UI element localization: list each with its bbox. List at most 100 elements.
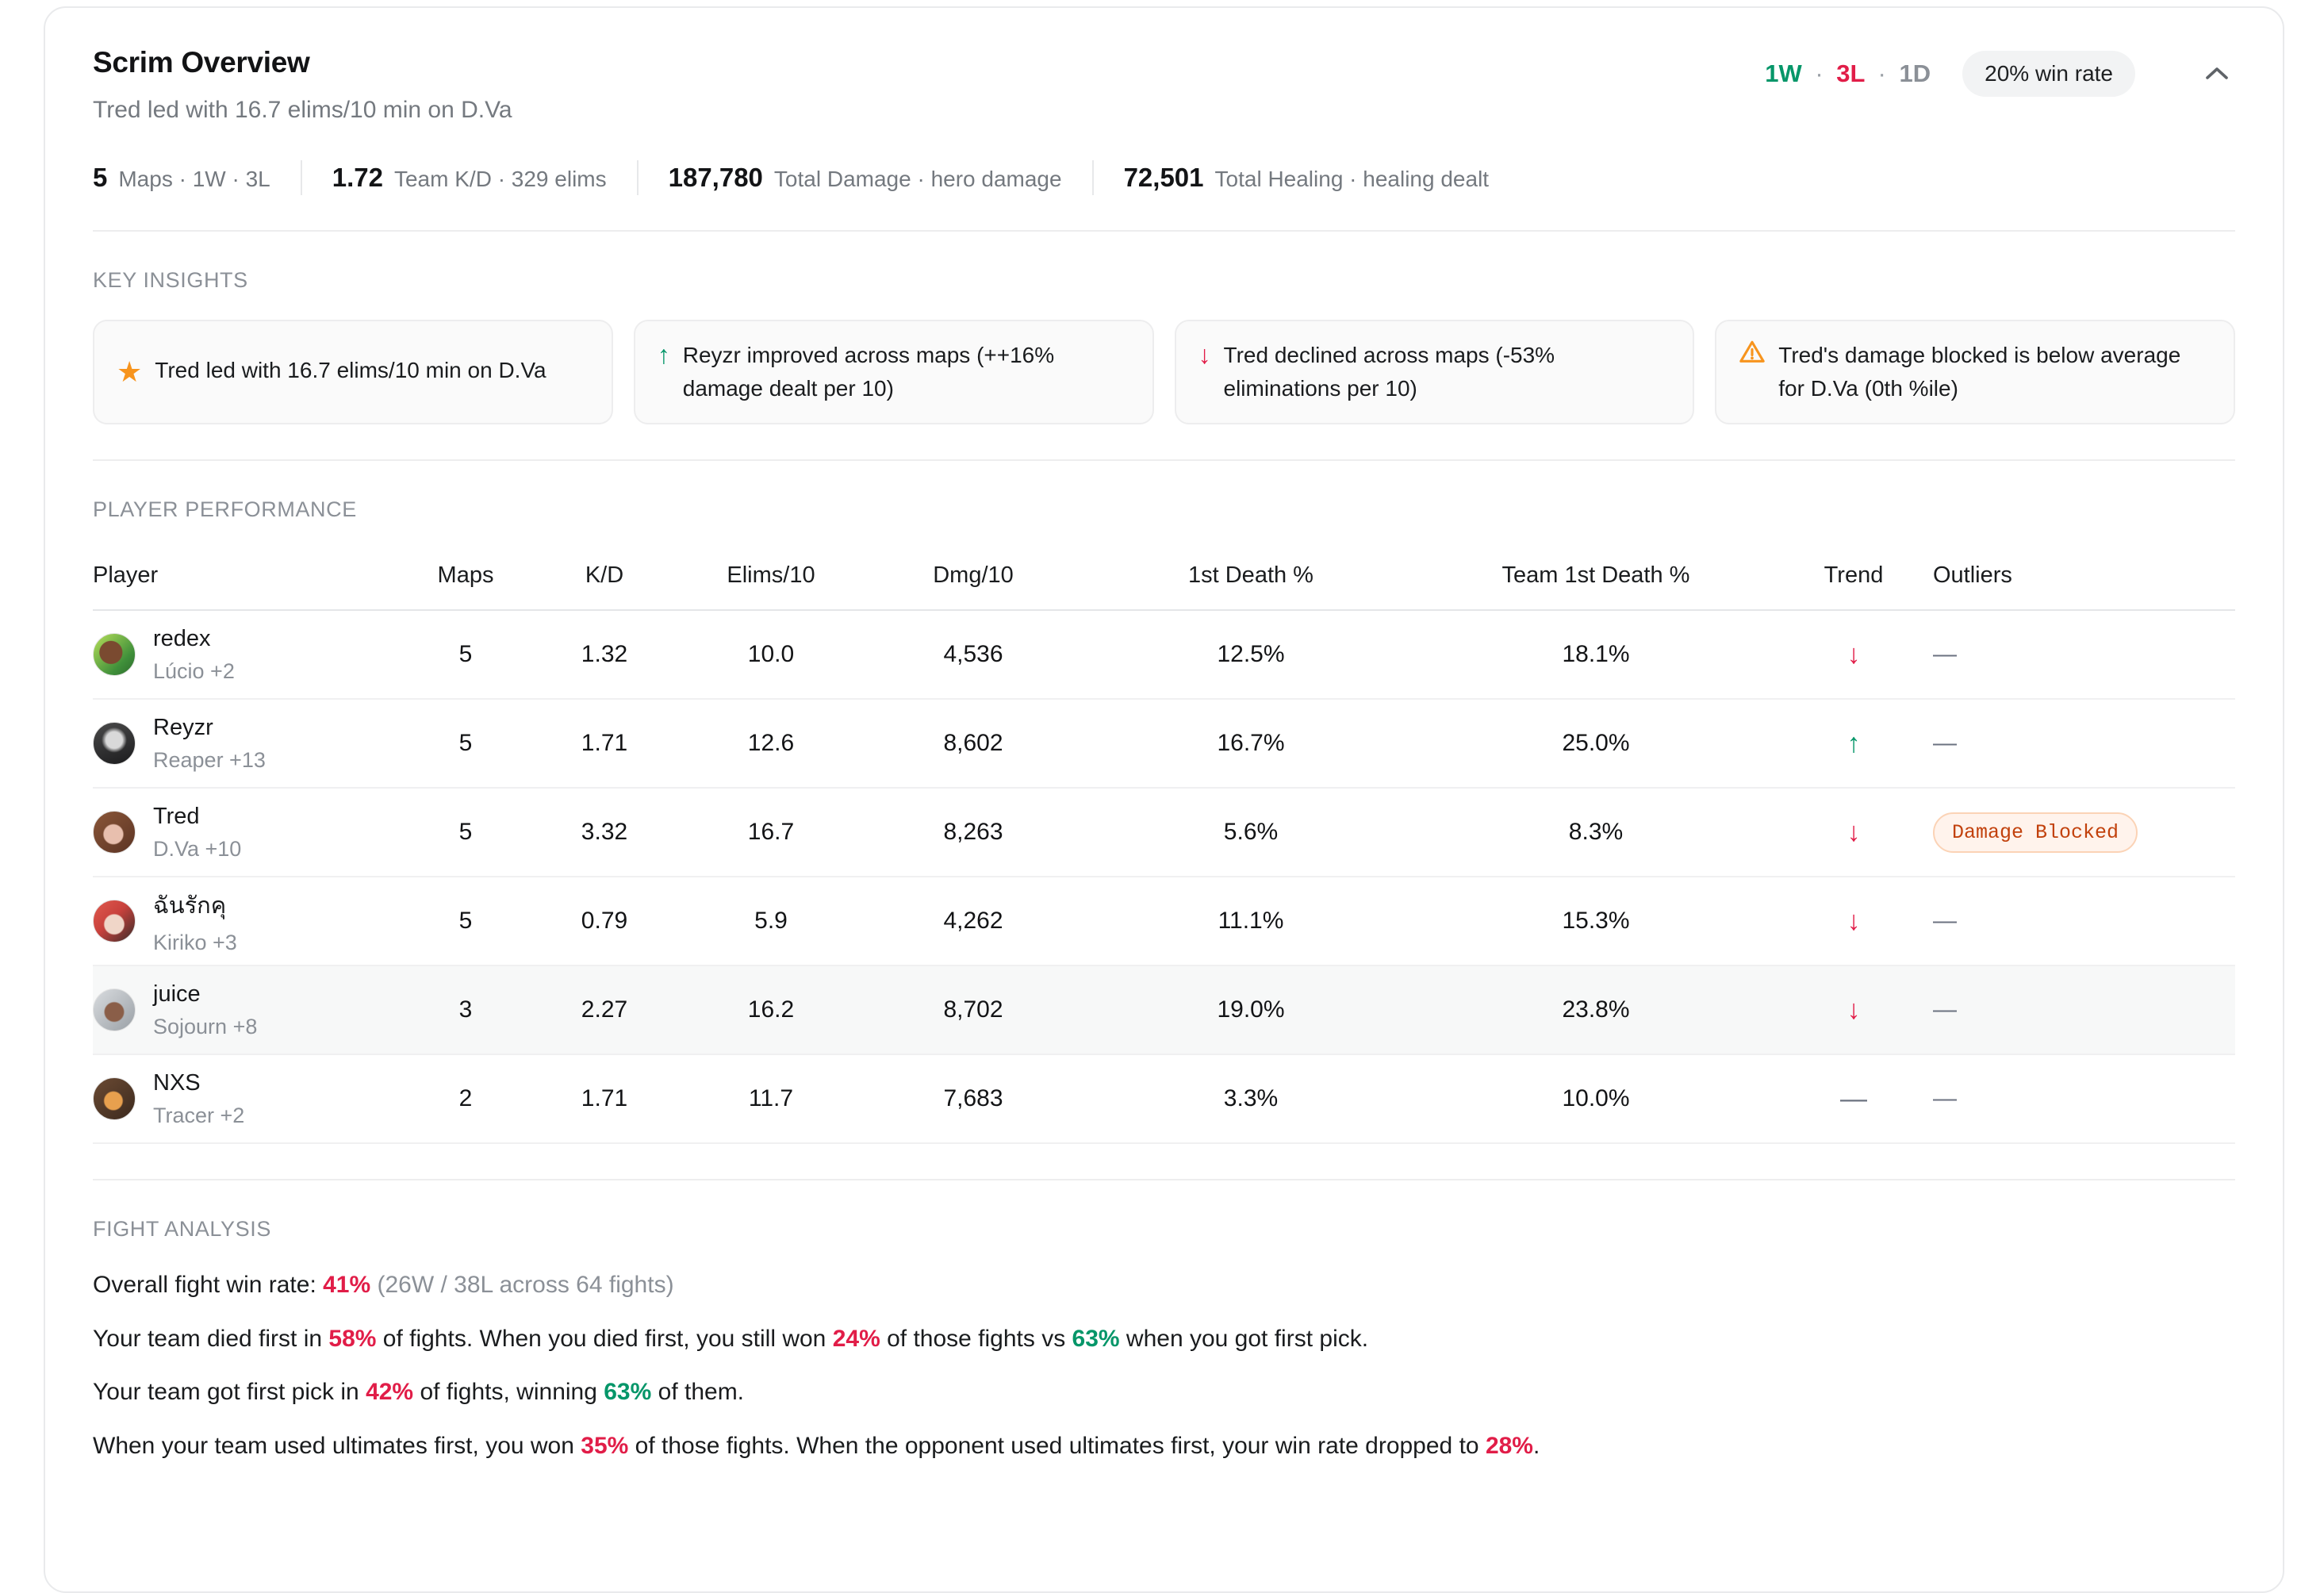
scrim-overview-card: Scrim Overview Tred led with 16.7 elims/…: [44, 6, 2284, 1593]
avatar-tracer: [93, 1077, 136, 1120]
cell-kd: 1.32: [581, 641, 628, 667]
cell-first-death: 12.5%: [1217, 641, 1285, 667]
summary-stat: 187,780 Total Damage · hero damage: [669, 163, 1062, 193]
column-header: Dmg/10: [933, 562, 1014, 588]
record-wins: 1W: [1765, 59, 1802, 87]
avatar-lucio: [93, 633, 136, 676]
player-identity: Tred D.Va +10: [153, 804, 241, 862]
insight-card: ★ Tred led with 16.7 elims/10 min on D.Va: [93, 320, 613, 424]
insight-card: ↓ Tred declined across maps (-53% elimina…: [1174, 320, 1695, 424]
match-record: 1W · 3L · 1D: [1765, 59, 1931, 88]
fight-analysis-line: Overall fight win rate: 41% (26W / 38L a…: [93, 1272, 2235, 1299]
player-name: NXS: [153, 1069, 201, 1096]
header-right: 1W · 3L · 1D 20% win rate: [1765, 46, 2235, 97]
fight-segment: Your team died first in: [93, 1325, 329, 1352]
table-row[interactable]: NXS Tracer +2 2 1.71 11.7 7,683 3.3% 10.0% — —: [93, 1055, 2235, 1144]
cell-kd: 0.79: [581, 908, 628, 934]
insight-card: Tred's damage blocked is below average f…: [1715, 320, 2235, 424]
record-separator: ·: [1815, 59, 1824, 87]
stat-value: 187,780: [668, 163, 763, 192]
cell-kd: 1.71: [581, 1085, 628, 1111]
outlier-none: —: [1933, 908, 1957, 934]
table-row[interactable]: juice Sojourn +8 3 2.27 16.2 8,702 19.0% 23.8% ↓…: [93, 966, 2235, 1055]
arrow-down-icon: ↓: [1198, 340, 1211, 369]
stat-label: Total Healing · healing dealt: [1214, 167, 1490, 191]
stat-label: Maps · 1W · 3L: [118, 167, 270, 191]
page-title: Scrim Overview: [93, 46, 310, 79]
cell-team-first-death: 15.3%: [1562, 908, 1630, 934]
insight-content: ★ Tred led with 16.7 elims/10 min on D.Va: [117, 354, 546, 391]
cell-team-first-death: 23.8%: [1562, 996, 1630, 1023]
cell-maps: 5: [458, 908, 473, 934]
cell-dmg10: 8,602: [943, 730, 1003, 756]
column-header: K/D: [585, 562, 624, 588]
fight-segment: of fights. When you died first, you stil…: [376, 1325, 833, 1352]
player-cell: ฉันรักคุ Kiriko +3: [93, 887, 402, 955]
outlier-none: —: [1933, 730, 1957, 756]
player-identity: ฉันรักคุ Kiriko +3: [153, 887, 237, 955]
column-header: Elims/10: [727, 562, 815, 588]
column-header: Team 1st Death %: [1501, 562, 1690, 588]
avatar-kiriko: [93, 900, 136, 942]
player-performance-label: PLAYER PERFORMANCE: [93, 497, 357, 521]
avatar-reaper: [93, 722, 136, 765]
table-header-row: Player Maps K/D Elims/10 Dmg/10 1st Death % Te…: [93, 541, 2235, 611]
player-cell: Reyzr Reaper +13: [93, 715, 402, 773]
divider: [93, 459, 2235, 461]
column-header: Outliers: [1933, 562, 2012, 588]
fight-segment: (26W / 38L across 64 fights): [370, 1272, 674, 1298]
player-name: ฉันรักคุ: [153, 893, 227, 919]
warning-icon: [1739, 339, 1766, 374]
fight-analysis-label: FIGHT ANALYSIS: [93, 1217, 271, 1241]
player-heroes: Lúcio +2: [153, 658, 235, 683]
trend-none-icon: —: [1840, 1083, 1867, 1114]
cell-kd: 2.27: [581, 996, 628, 1023]
card-header: Scrim Overview Tred led with 16.7 elims/…: [93, 46, 2235, 124]
insight-text: Tred led with 16.7 elims/10 min on D.Va: [155, 357, 546, 382]
table-row[interactable]: redex Lúcio +2 5 1.32 10.0 4,536 12.5% 18.1% ↓ —: [93, 611, 2235, 700]
fight-segment: when you got first pick.: [1119, 1325, 1369, 1352]
cell-kd: 1.71: [581, 730, 628, 756]
cell-maps: 3: [458, 996, 473, 1023]
trend-up-icon: ↑: [1847, 727, 1861, 758]
stat-value: 1.72: [332, 163, 383, 192]
cell-dmg10: 4,536: [943, 641, 1003, 667]
cell-elims10: 10.0: [747, 641, 795, 667]
insight-card: ↑ Reyzr improved across maps (++16% damag…: [633, 320, 1154, 424]
column-header: Trend: [1824, 562, 1884, 588]
stat-value: 5: [93, 163, 108, 192]
player-identity: juice Sojourn +8: [153, 981, 257, 1039]
cell-elims10: 12.6: [747, 730, 795, 756]
cell-elims10: 11.7: [748, 1085, 794, 1111]
stat-value: 72,501: [1123, 163, 1204, 192]
cell-outliers: —: [1933, 1085, 2235, 1112]
arrow-up-icon: ↑: [657, 340, 670, 369]
insight-content: ↓ Tred declined across maps (-53% elimina…: [1198, 339, 1671, 405]
table-row[interactable]: Reyzr Reaper +13 5 1.71 12.6 8,602 16.7% 25.0% ↑…: [93, 700, 2235, 789]
cell-team-first-death: 18.1%: [1562, 641, 1630, 667]
insight-content: ↑ Reyzr improved across maps (++16% damag…: [658, 339, 1130, 405]
cell-outliers: —: [1933, 730, 2235, 757]
table-row[interactable]: Tred D.Va +10 5 3.32 16.7 8,263 5.6% 8.3% ↓ Damag…: [93, 789, 2235, 877]
cell-team-first-death: 8.3%: [1568, 819, 1624, 845]
player-identity: redex Lúcio +2: [153, 626, 235, 684]
player-name: redex: [153, 625, 211, 651]
column-header: Maps: [437, 562, 494, 588]
chevron-up-icon: [2205, 67, 2229, 83]
player-heroes: Kiriko +3: [153, 931, 237, 954]
player-identity: NXS Tracer +2: [153, 1070, 244, 1128]
stat-divider: [1091, 160, 1094, 195]
collapse-button[interactable]: [2199, 59, 2235, 89]
trend-down-icon: ↓: [1847, 639, 1861, 670]
cell-dmg10: 7,683: [943, 1085, 1003, 1111]
fight-segment: 41%: [323, 1272, 371, 1298]
player-cell: Tred D.Va +10: [93, 804, 402, 862]
divider: [93, 1179, 2235, 1180]
fight-segment: of them.: [651, 1379, 745, 1405]
fight-segment: When your team used ultimates first, you…: [93, 1432, 581, 1459]
table-row[interactable]: ฉันรักคุ Kiriko +3 5 0.79 5.9 4,262 11.1% 15.3%…: [93, 877, 2235, 966]
column-header: Player: [93, 562, 159, 588]
fight-segment: of those fights vs: [880, 1325, 1072, 1352]
fight-segment: Overall fight win rate:: [93, 1272, 324, 1298]
player-name: Tred: [153, 803, 200, 829]
